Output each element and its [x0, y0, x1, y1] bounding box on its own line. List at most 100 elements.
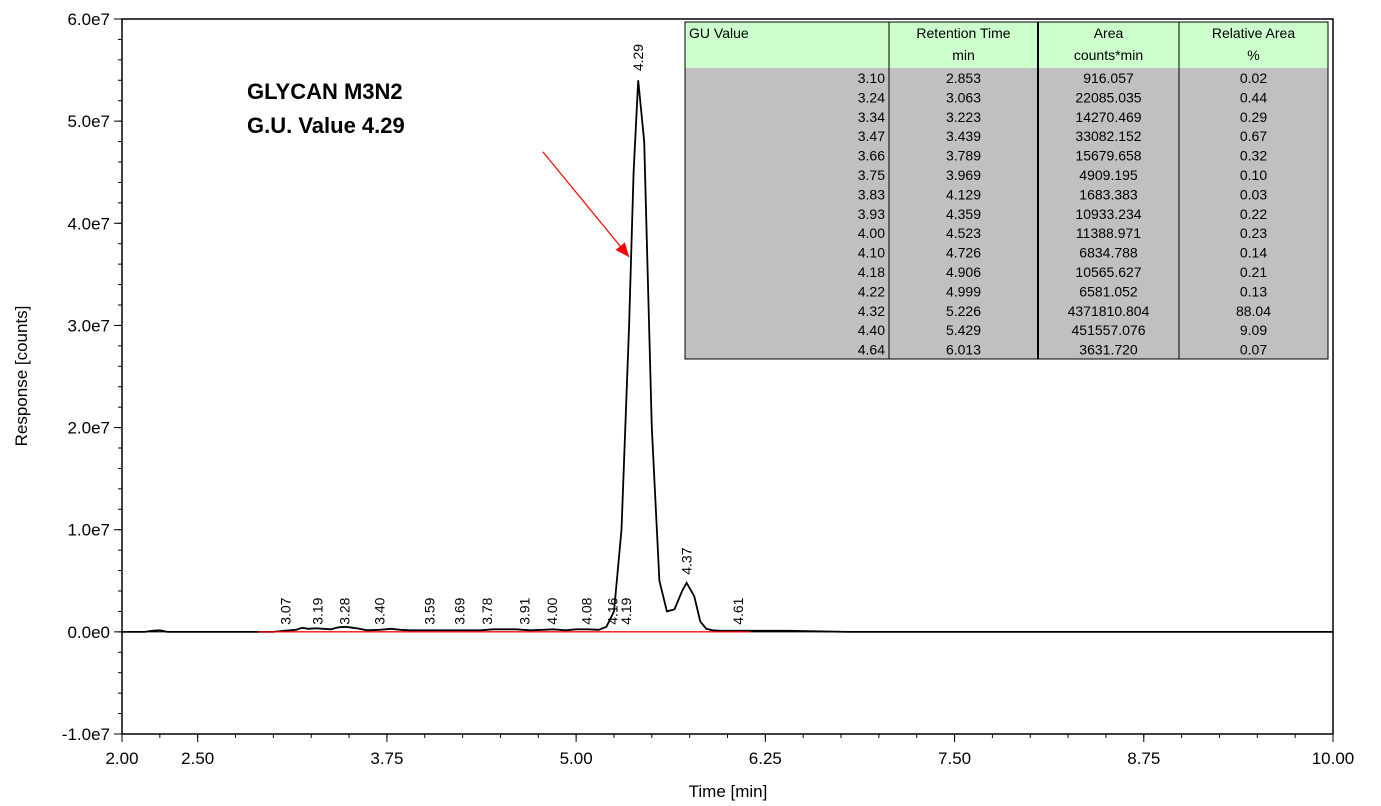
- table-cell: 0.14: [1240, 245, 1267, 261]
- table-cell: 9.09: [1240, 322, 1267, 338]
- peak-label: 3.91: [517, 597, 533, 624]
- table-cell: 5.429: [946, 322, 981, 338]
- table-header-bg: [685, 22, 1328, 68]
- table-cell: 4.129: [946, 186, 981, 202]
- table-cell: 4.906: [946, 264, 981, 280]
- annotation-arrow: [542, 151, 630, 258]
- peak-label: 4.16: [604, 597, 620, 624]
- annotation: GLYCAN M3N2 G.U. Value 4.29: [247, 79, 630, 258]
- peak-label: 3.19: [309, 597, 325, 624]
- table-cell: 4.726: [946, 245, 981, 261]
- table-cell: 3.75: [858, 167, 885, 183]
- x-tick-label: 2.00: [105, 749, 138, 768]
- y-tick-label: 6.0e7: [67, 10, 110, 29]
- table-cell: 6834.788: [1079, 245, 1138, 261]
- table-header-unit: min: [952, 47, 975, 63]
- table-cell: 0.22: [1240, 206, 1267, 222]
- y-tick-label: 5.0e7: [67, 112, 110, 131]
- table-cell: 3.063: [946, 89, 981, 105]
- table-cell: 3.47: [858, 128, 885, 144]
- annotation-subtitle: G.U. Value 4.29: [247, 113, 405, 138]
- annotation-arrowhead: [615, 242, 630, 257]
- table-cell: 4.10: [858, 245, 885, 261]
- table-cell: 3.93: [858, 206, 885, 222]
- table-cell: 4909.195: [1079, 167, 1138, 183]
- table-header-label: Area: [1094, 25, 1124, 41]
- table-cell: 0.21: [1240, 264, 1267, 280]
- table-cell: 4.359: [946, 206, 981, 222]
- y-tick-label: 4.0e7: [67, 214, 110, 233]
- table-header-label: Retention Time: [916, 25, 1010, 41]
- peak-label: 4.37: [679, 547, 695, 574]
- table-header-label: GU Value: [689, 25, 749, 41]
- table-cell: 3.969: [946, 167, 981, 183]
- x-axis-title: Time [min]: [689, 782, 768, 801]
- peak-label: 3.40: [371, 597, 387, 624]
- table-header-unit: %: [1247, 47, 1259, 63]
- y-tick-label: 3.0e7: [67, 316, 110, 335]
- x-tick-label: 6.25: [749, 749, 782, 768]
- peak-label: 3.28: [337, 597, 353, 624]
- table-cell: 14270.469: [1075, 109, 1141, 125]
- peak-label: 4.08: [579, 597, 595, 624]
- peak-label: 3.07: [277, 597, 293, 624]
- table-cell: 0.02: [1240, 70, 1267, 86]
- table-header-label: Relative Area: [1212, 25, 1295, 41]
- y-axis: -1.0e7 0.0e0 1.0e7 2.0e7 3.0e7 4.0e7 5.0e7 6.0e…: [62, 10, 122, 744]
- table-cell: 1683.383: [1079, 186, 1138, 202]
- peak-label: 4.29: [630, 44, 646, 71]
- table-cell: 3.24: [858, 89, 885, 105]
- peak-labels: 3.07 3.19 3.28 3.40 3.59 3.69 3.78 3.91 4.00 4.08…: [277, 44, 746, 625]
- table-cell: 0.07: [1240, 342, 1267, 358]
- table-cell: 0.13: [1240, 283, 1267, 299]
- table-cell: 0.03: [1240, 186, 1267, 202]
- y-tick-label: 1.0e7: [67, 521, 110, 540]
- table-cell: 3.83: [858, 186, 885, 202]
- table-cell: 916.057: [1083, 70, 1134, 86]
- peak-label: 4.00: [544, 597, 560, 624]
- table-cell: 5.226: [946, 303, 981, 319]
- table-cell: 15679.658: [1075, 148, 1141, 164]
- y-tick-label: 2.0e7: [67, 419, 110, 438]
- table-cell: 3.66: [858, 148, 885, 164]
- x-tick-label: 8.75: [1127, 749, 1160, 768]
- table-cell: 0.29: [1240, 109, 1267, 125]
- peak-table: GU Value Retention Time min Area counts*min R…: [684, 21, 1329, 360]
- table-cell: 10933.234: [1075, 206, 1141, 222]
- x-tick-label: 3.75: [370, 749, 403, 768]
- peak-label: 3.59: [421, 597, 437, 624]
- peak-label: 4.61: [730, 597, 746, 624]
- peak-label: 3.69: [452, 597, 468, 624]
- table-cell: 4.32: [858, 303, 885, 319]
- peak-label: 4.19: [618, 597, 634, 624]
- table-cell: 4.40: [858, 322, 885, 338]
- table-cell: 0.44: [1240, 89, 1267, 105]
- table-cell: 4.999: [946, 283, 981, 299]
- peak-label: 3.78: [479, 597, 495, 624]
- table-cell: 4371810.804: [1068, 303, 1150, 319]
- series-layer: [122, 80, 1333, 633]
- table-cell: 3.789: [946, 148, 981, 164]
- table-cell: 3.10: [858, 70, 885, 86]
- table-cell: 451557.076: [1072, 322, 1146, 338]
- table-cell: 0.10: [1240, 167, 1267, 183]
- x-tick-label: 2.50: [181, 749, 214, 768]
- table-cell: 0.32: [1240, 148, 1267, 164]
- table-cell: 11388.971: [1076, 225, 1141, 241]
- table-cell: 33082.152: [1075, 128, 1141, 144]
- x-axis: 2.00 2.50 3.75 5.00 6.25 7.50 8.75 10.00: [105, 734, 1354, 768]
- table-cell: 4.00: [858, 225, 885, 241]
- table-cell: 10565.627: [1075, 264, 1141, 280]
- table-cell: 4.523: [946, 225, 981, 241]
- table-cell: 0.67: [1240, 128, 1267, 144]
- x-tick-label: 7.50: [938, 749, 971, 768]
- table-body-bg: [685, 68, 1328, 359]
- y-tick-label: 0.0e0: [67, 623, 110, 642]
- table-border: [684, 21, 1329, 360]
- table-cell: 88.04: [1236, 303, 1271, 319]
- table-cell: 0.23: [1240, 225, 1267, 241]
- x-tick-label: 5.00: [560, 749, 593, 768]
- x-tick-label: 10.00: [1312, 749, 1355, 768]
- table-cell: 4.64: [858, 342, 885, 358]
